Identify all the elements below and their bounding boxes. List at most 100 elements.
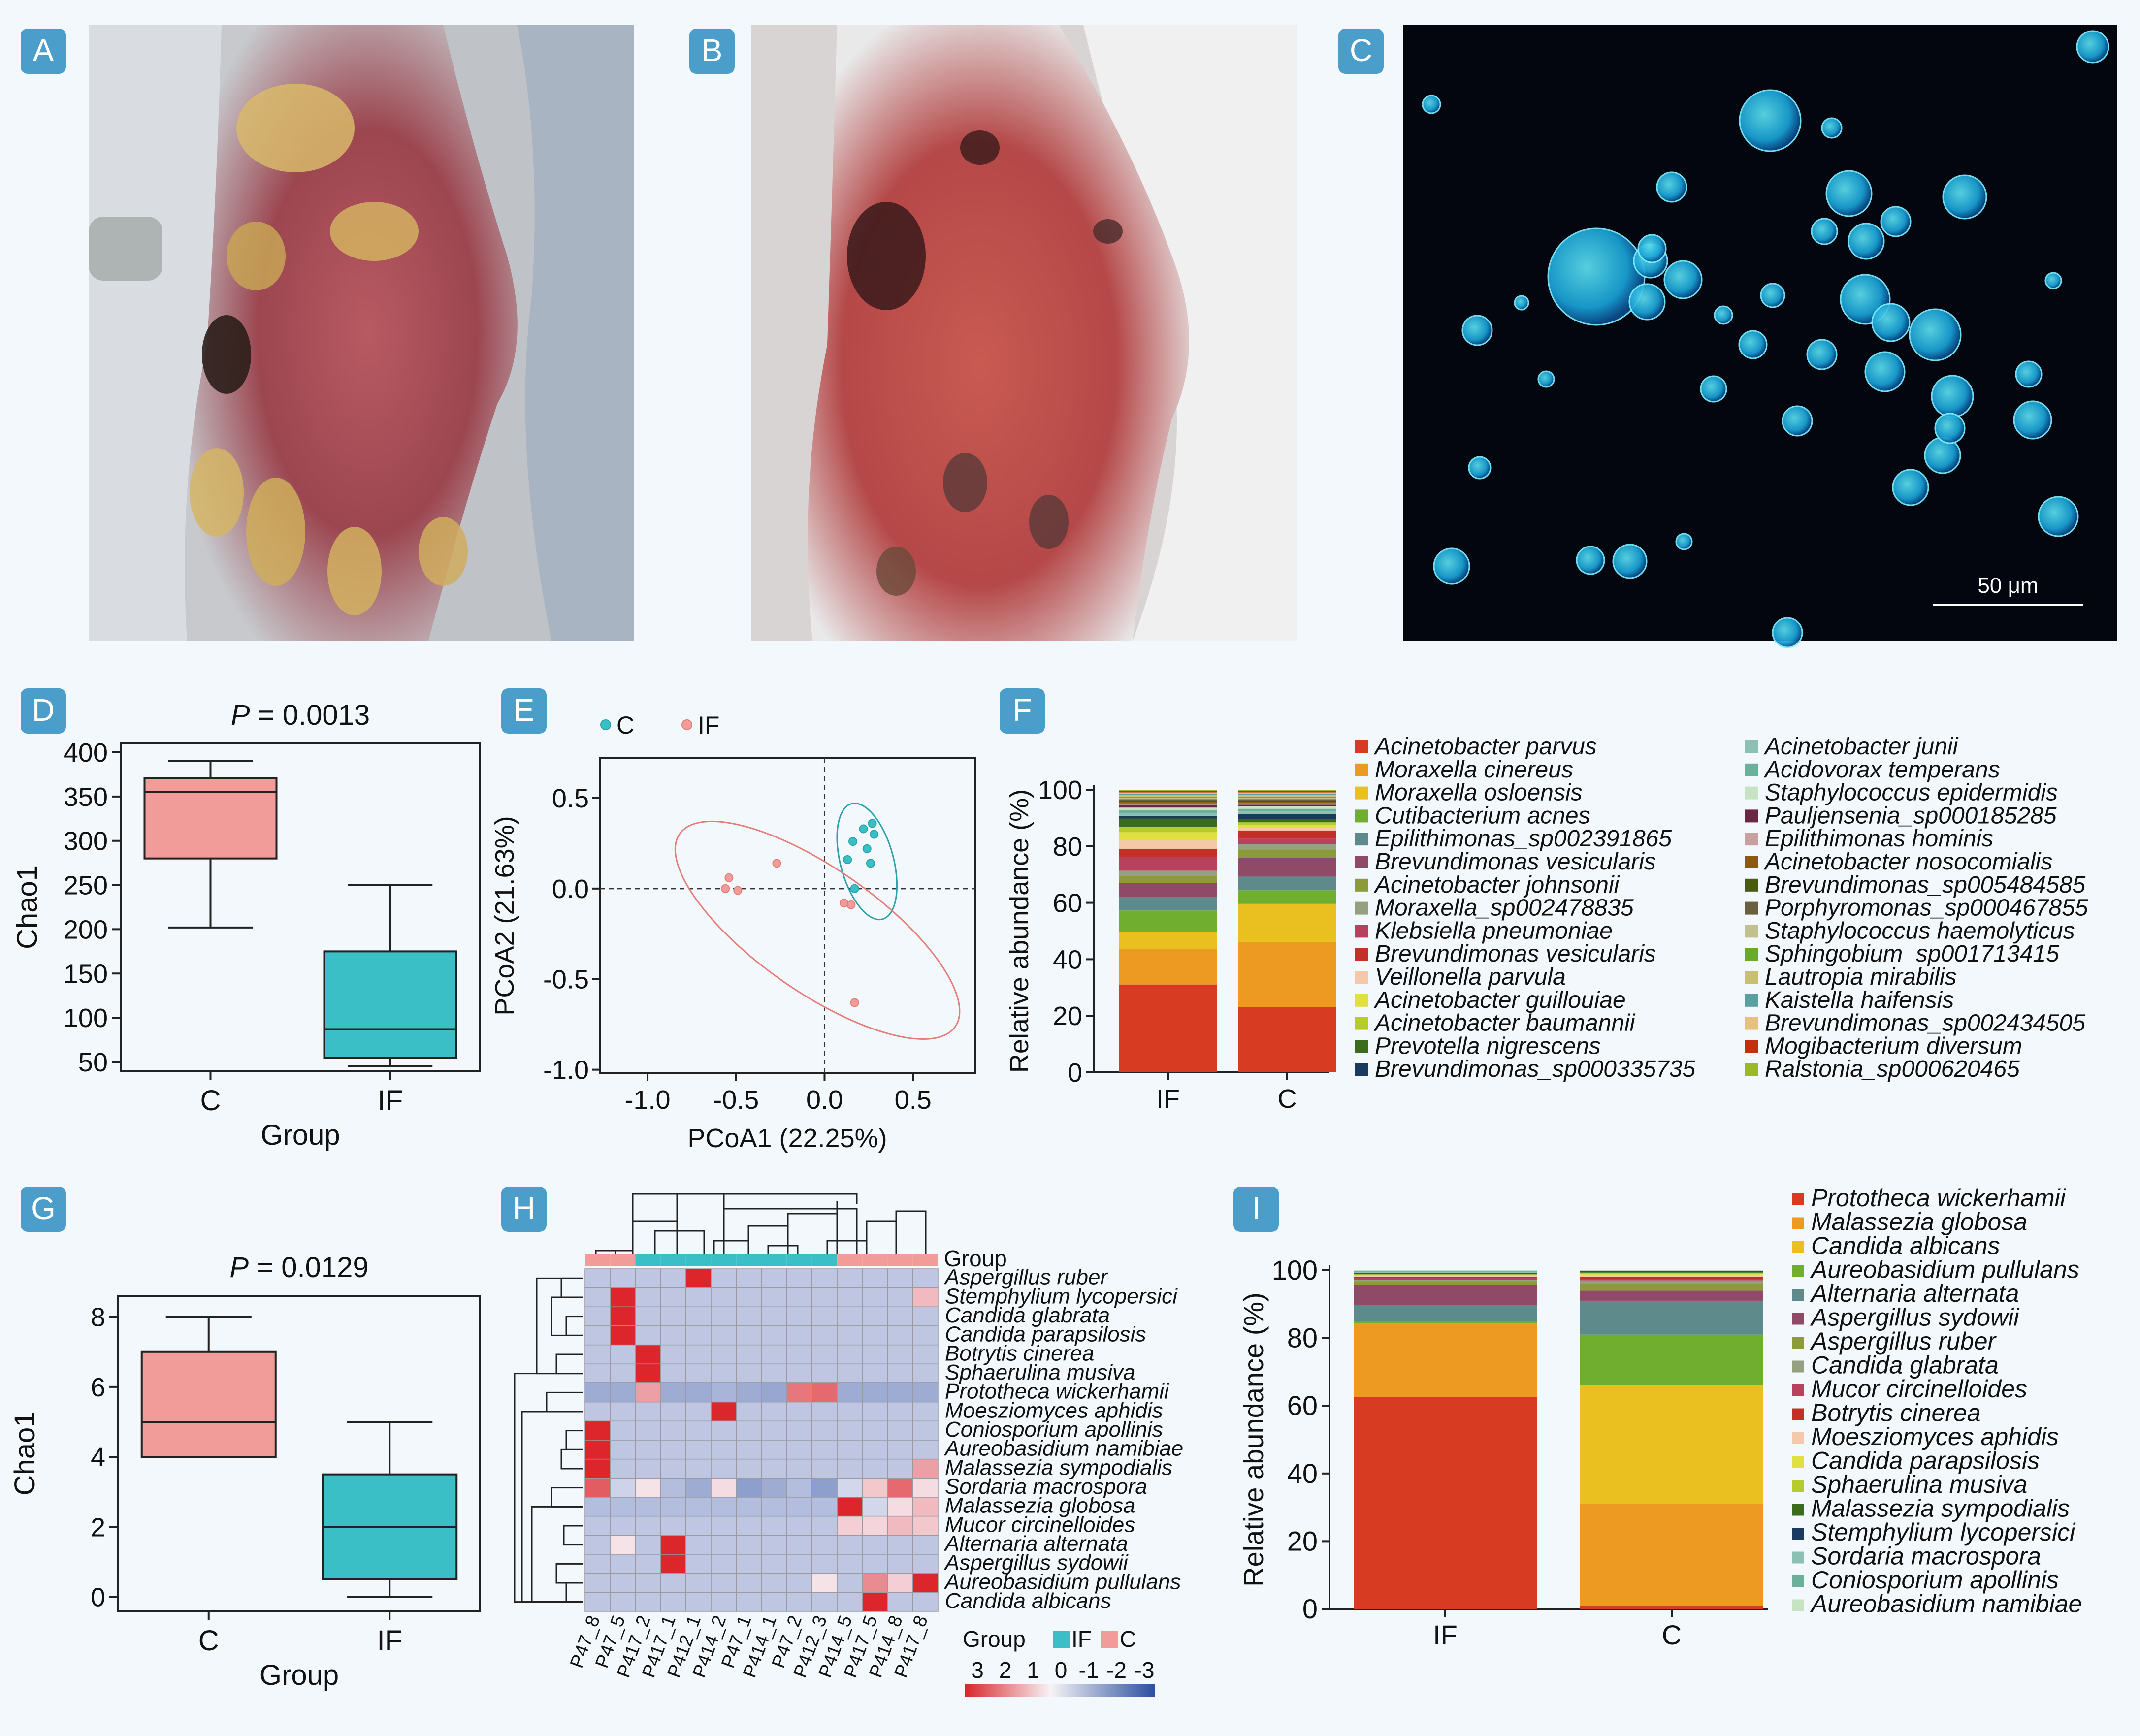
micrograph-cell bbox=[1422, 95, 1441, 114]
group-bar-cell bbox=[887, 1254, 913, 1266]
column-dendrogram-branch bbox=[654, 1230, 705, 1254]
heatmap-cell bbox=[635, 1515, 661, 1536]
heatmap-cell bbox=[837, 1554, 863, 1574]
bar-segment bbox=[1580, 1504, 1763, 1606]
x-tick-label: IF bbox=[1156, 1084, 1180, 1114]
color-scale-label: -1 bbox=[1079, 1657, 1099, 1683]
y-tick-label: 200 bbox=[64, 915, 108, 944]
panel-d-box-plot: 50 100 150 200 250 300 350 400 C IF P = 0.0013 Grou… bbox=[11, 699, 481, 1151]
heatmap-cell bbox=[610, 1573, 636, 1593]
legend-swatch bbox=[1745, 856, 1758, 868]
micrograph-cell bbox=[1514, 295, 1529, 311]
micrograph-cell bbox=[1547, 227, 1646, 326]
heatmap-cell bbox=[635, 1344, 661, 1365]
photo-c: 50 μm bbox=[1403, 25, 2117, 648]
heatmap-cell bbox=[685, 1268, 712, 1288]
bar-segment bbox=[1580, 1275, 1763, 1277]
heatmap-row-label: Aspergillus sydowii bbox=[943, 1551, 1129, 1575]
legend-label: Prevotella nigrescens bbox=[1375, 1033, 1601, 1059]
legend-label: Acinetobacter junii bbox=[1763, 734, 1959, 760]
heatmap-cell bbox=[711, 1382, 737, 1403]
heatmap-cell bbox=[912, 1535, 939, 1555]
bar-segment bbox=[1119, 813, 1217, 816]
point-if bbox=[733, 886, 743, 895]
heatmap-row-label: Mucor circinelloides bbox=[945, 1512, 1135, 1537]
row-dendrogram-branch bbox=[560, 1277, 583, 1298]
micrograph-cell bbox=[1656, 171, 1687, 203]
point-if bbox=[772, 859, 781, 868]
legend-swatch bbox=[1355, 1040, 1368, 1053]
heatmap-cell bbox=[862, 1268, 888, 1288]
heatmap-cell bbox=[811, 1382, 838, 1403]
legend-swatch bbox=[1355, 856, 1368, 868]
heatmap-cell bbox=[887, 1306, 913, 1326]
heatmap-cell bbox=[610, 1535, 636, 1555]
row-dendrogram-branch bbox=[565, 1582, 583, 1603]
bar-segment bbox=[1119, 827, 1217, 833]
heatmap-cell bbox=[635, 1458, 661, 1479]
legend-swatch bbox=[1745, 1017, 1758, 1030]
legend-swatch bbox=[1355, 786, 1368, 800]
bar-segment bbox=[1238, 828, 1336, 831]
heatmap-cell bbox=[761, 1325, 787, 1346]
heatmap-row-label: Coniosporium apollinis bbox=[945, 1417, 1163, 1442]
legend-label: Sordaria macrospora bbox=[1811, 1543, 2041, 1570]
heatmap-cell bbox=[660, 1401, 686, 1422]
row-dendrogram-branch bbox=[563, 1525, 583, 1546]
bar-segment bbox=[1238, 890, 1336, 904]
heatmap-row-label: Alternaria alternata bbox=[943, 1532, 1128, 1556]
row-dendrogram-branch bbox=[551, 1296, 583, 1336]
heatmap-cell bbox=[660, 1306, 686, 1326]
heatmap-cell bbox=[887, 1535, 913, 1555]
legend-swatch bbox=[1792, 1384, 1804, 1396]
bar-segment bbox=[1354, 1278, 1537, 1280]
heatmap-cell bbox=[685, 1478, 712, 1498]
x-tick-label: 0.0 bbox=[806, 1085, 843, 1115]
x-tick-label: IF bbox=[1433, 1619, 1458, 1650]
x-tick-label: C bbox=[1662, 1619, 1682, 1650]
heatmap-cell bbox=[584, 1306, 611, 1326]
heatmap-cell bbox=[635, 1440, 661, 1460]
micrograph-cell bbox=[1848, 223, 1885, 260]
bar-segment bbox=[1580, 1385, 1763, 1504]
group-legend-label-if: IF bbox=[1071, 1626, 1092, 1652]
micrograph-cell bbox=[1663, 260, 1703, 299]
heatmap-cell bbox=[685, 1382, 712, 1403]
plot-frame bbox=[599, 757, 976, 1074]
y-tick-label: 250 bbox=[64, 871, 108, 900]
legend-swatch bbox=[1792, 1432, 1804, 1444]
heatmap-row-label: Aspergillus ruber bbox=[943, 1265, 1108, 1289]
heatmap-row-label: Botrytis cinerea bbox=[945, 1341, 1094, 1365]
micrograph-cell bbox=[1576, 546, 1605, 575]
color-scale-label: 3 bbox=[971, 1657, 984, 1683]
legend-label: Klebsiella pneumoniae bbox=[1375, 918, 1613, 944]
group-bar-cell bbox=[912, 1254, 938, 1266]
heatmap-cell bbox=[660, 1478, 686, 1498]
heatmap-cell bbox=[811, 1573, 838, 1593]
micrograph-cell bbox=[1612, 544, 1648, 579]
heatmap-cell bbox=[761, 1420, 787, 1441]
legend-label: Brevundimonas vesicularis bbox=[1375, 849, 1656, 875]
bar-segment bbox=[1580, 1270, 1763, 1271]
heatmap-cell bbox=[912, 1363, 939, 1383]
panel-f-stacked-bar: 0 20 40 60 80 100 IF C Relative abundance (%) Aci… bbox=[1005, 734, 2088, 1114]
heatmap-cell bbox=[610, 1420, 636, 1441]
group-legend-label-c: C bbox=[1120, 1626, 1136, 1652]
heatmap-cell bbox=[761, 1440, 787, 1460]
heatmap-cell bbox=[635, 1478, 661, 1498]
heatmap-cell bbox=[761, 1401, 787, 1422]
heatmap-cell bbox=[660, 1344, 686, 1365]
confidence-ellipse-c bbox=[836, 803, 898, 921]
x-tick-label: 0.5 bbox=[895, 1085, 932, 1115]
bar-segment bbox=[1354, 1275, 1537, 1276]
heatmap-cell bbox=[711, 1325, 737, 1346]
bar-segment bbox=[1238, 903, 1336, 942]
heatmap-cell bbox=[736, 1401, 762, 1422]
x-tick-label: C bbox=[200, 1085, 221, 1117]
column-dendrogram-branch bbox=[713, 1240, 749, 1254]
y-tick-label: 6 bbox=[91, 1373, 105, 1402]
heatmap-cell bbox=[887, 1440, 913, 1460]
heatmap-cell bbox=[584, 1420, 611, 1441]
bar-segment bbox=[1119, 832, 1217, 841]
micrograph-cell bbox=[1461, 315, 1493, 346]
